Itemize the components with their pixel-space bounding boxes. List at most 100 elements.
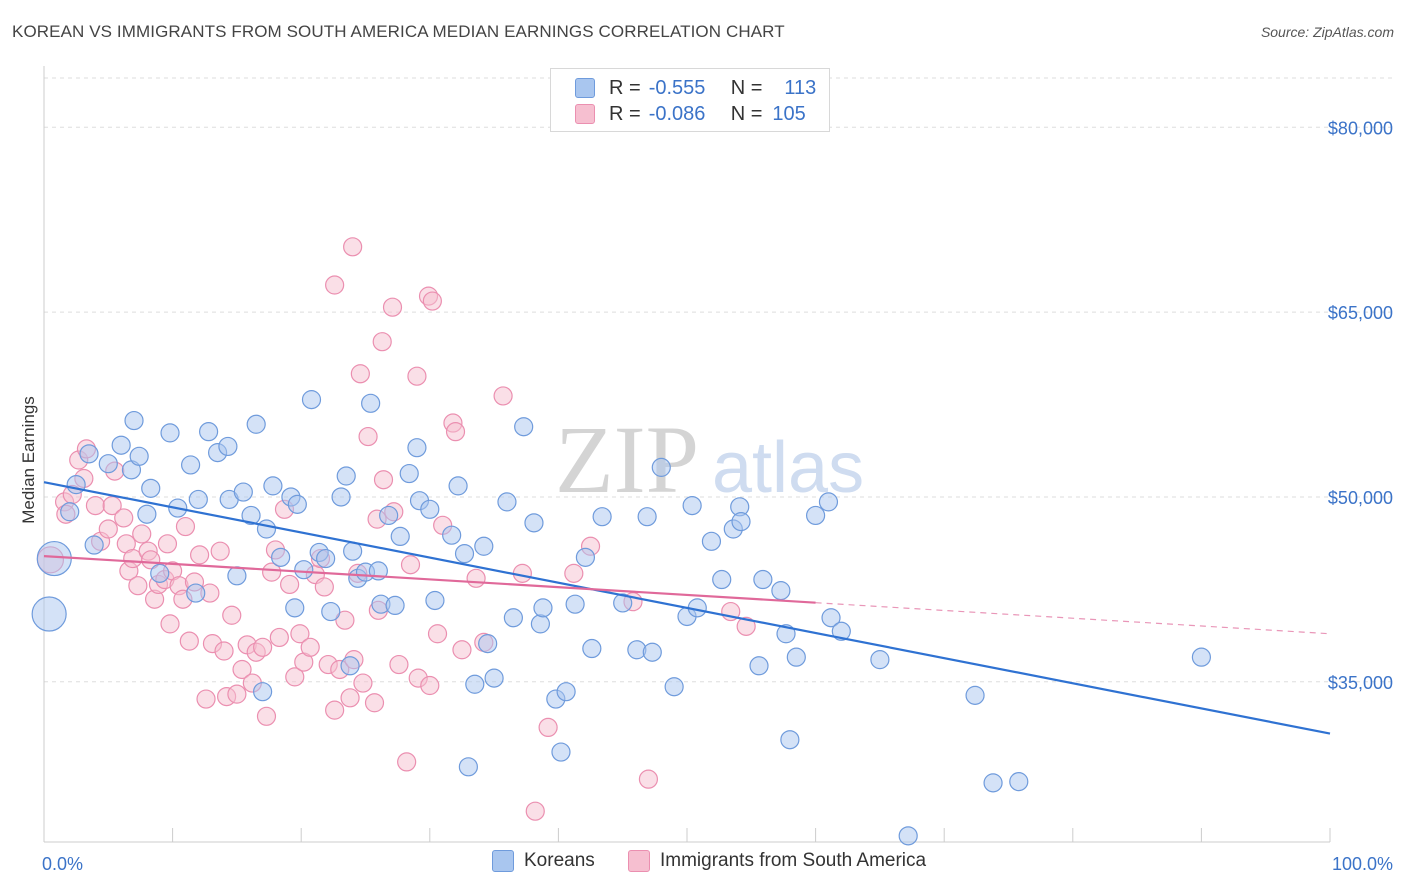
watermark-zip: ZIP <box>555 406 699 513</box>
chart-title: KOREAN VS IMMIGRANTS FROM SOUTH AMERICA … <box>12 22 785 41</box>
point-koreans <box>776 624 796 644</box>
point-koreans <box>66 475 86 495</box>
point-koreans <box>831 621 851 641</box>
point-koreans <box>682 495 702 516</box>
point-koreans <box>336 466 356 486</box>
point-koreans <box>361 393 381 413</box>
point-koreans <box>188 489 208 510</box>
point-koreans <box>870 650 890 670</box>
point-koreans <box>465 674 485 694</box>
point-koreans <box>965 685 985 705</box>
point-immigrants <box>85 495 106 516</box>
point-immigrants <box>466 568 486 588</box>
point-koreans <box>613 593 633 613</box>
point-koreans <box>60 502 80 522</box>
point-koreans <box>316 548 336 569</box>
y-tick-label: $50,000 <box>1328 488 1393 508</box>
point-immigrants <box>445 422 466 442</box>
point-immigrants <box>262 562 282 582</box>
point-koreans <box>712 569 732 590</box>
point-immigrants <box>196 689 216 709</box>
point-koreans <box>79 444 99 464</box>
watermark-atlas: atlas <box>712 428 864 508</box>
tick-labels: $35,000 $50,000 $65,000 $80,000 0.0% 100.0% <box>42 118 1393 874</box>
trend-line-koreans <box>43 481 1331 735</box>
point-immigrants <box>214 641 234 661</box>
legend-r-value: -0.086 <box>648 102 706 125</box>
point-immigrants <box>232 659 252 680</box>
point-koreans <box>458 757 478 777</box>
point-immigrants <box>285 667 305 687</box>
point-koreans <box>129 446 149 466</box>
point-koreans <box>497 492 517 512</box>
point-immigrants <box>114 508 134 528</box>
point-immigrants <box>373 470 394 490</box>
legend-n-label: N = <box>730 76 763 99</box>
y-tick-label: $65,000 <box>1328 303 1393 323</box>
point-koreans <box>343 541 363 561</box>
point-immigrants <box>538 717 558 738</box>
point-koreans <box>818 492 839 512</box>
point-koreans <box>664 677 684 697</box>
point-immigrants <box>157 534 178 554</box>
point-koreans <box>385 595 405 616</box>
point-immigrants <box>422 291 442 311</box>
point-immigrants <box>256 706 277 726</box>
point-koreans <box>84 535 104 555</box>
point-immigrants <box>372 332 392 352</box>
point-koreans <box>474 536 494 556</box>
point-koreans <box>575 547 596 567</box>
x-tick-label-max: 100.0% <box>1332 854 1393 874</box>
point-immigrants <box>314 577 334 597</box>
y-axis-label: Median Earnings <box>19 396 38 524</box>
point-immigrants <box>343 237 363 257</box>
point-koreans <box>321 601 341 622</box>
y-tick-label: $35,000 <box>1328 673 1393 693</box>
point-koreans <box>442 525 462 545</box>
point-koreans <box>514 417 534 437</box>
point-immigrants <box>452 640 472 660</box>
point-immigrants <box>132 524 152 544</box>
bottom-legend-koreans[interactable]: Koreans <box>492 850 595 872</box>
point-koreans <box>484 668 504 688</box>
legend-swatch-immigrants <box>575 104 595 124</box>
point-immigrants <box>160 614 180 634</box>
bottom-legend-immigrants[interactable]: Immigrants from South America <box>628 850 926 872</box>
point-koreans <box>651 457 671 477</box>
point-koreans <box>340 656 360 676</box>
point-koreans <box>233 482 253 502</box>
point-immigrants <box>340 688 360 708</box>
point-immigrants <box>325 700 345 720</box>
point-immigrants <box>493 386 513 406</box>
trend-lines <box>43 481 1331 735</box>
point-immigrants <box>382 297 403 317</box>
point-koreans <box>551 742 571 762</box>
point-koreans <box>731 512 751 532</box>
point-koreans <box>448 476 468 496</box>
legend-row-immigrants: R = -0.086 N = 105 <box>575 102 806 126</box>
point-koreans <box>425 590 445 611</box>
point-immigrants <box>325 275 345 295</box>
point-koreans <box>898 826 918 846</box>
point-koreans <box>379 505 399 526</box>
point-koreans <box>1191 647 1212 667</box>
point-koreans <box>285 598 305 618</box>
source-label: Source: ZipAtlas.com <box>1260 24 1394 40</box>
point-immigrants <box>128 576 148 596</box>
point-koreans <box>301 390 322 410</box>
point-koreans <box>199 422 219 442</box>
point-immigrants <box>141 550 161 570</box>
point-koreans <box>36 540 72 577</box>
point-immigrants <box>397 752 417 772</box>
axes <box>43 66 1331 843</box>
point-koreans <box>530 614 550 634</box>
point-koreans <box>390 526 410 547</box>
point-koreans <box>150 563 170 583</box>
legend-row-koreans: R = -0.555 N = 113 <box>575 76 816 100</box>
point-koreans <box>478 634 498 654</box>
point-koreans <box>533 598 553 618</box>
point-immigrants <box>350 364 370 384</box>
watermark: ZIP atlas <box>555 406 864 513</box>
legend-swatch-koreans <box>575 78 595 98</box>
